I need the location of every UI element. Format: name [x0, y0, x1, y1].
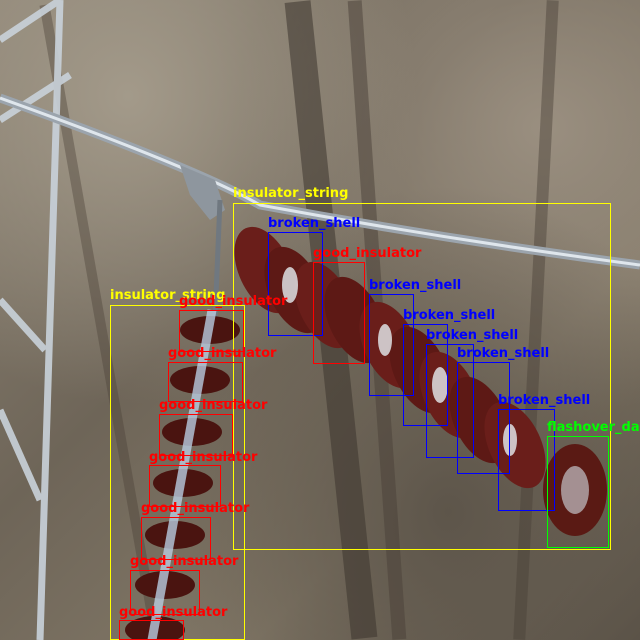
detection-box-broken-shell-6	[498, 409, 555, 511]
detection-label-good-insulator-6: good_insulator	[141, 501, 250, 516]
detection-label-broken-shell-2: broken_shell	[369, 278, 462, 293]
detection-label-good-insulator-3: good_insulator	[168, 346, 277, 361]
detection-label-good-insulator-1: good_insulator	[313, 246, 422, 261]
detection-box-good-insulator-5	[149, 465, 221, 507]
detection-label-insulator-string-1: insulator_string	[233, 186, 349, 201]
detection-box-insulator-string-1	[233, 203, 611, 550]
detection-box-good-insulator-6	[141, 517, 211, 560]
detection-box-broken-shell-5	[457, 362, 510, 474]
detection-box-good-insulator-4	[159, 414, 233, 456]
detection-label-good-insulator-8: good_insulator	[119, 605, 228, 620]
detection-box-good-insulator-7	[130, 570, 200, 615]
detection-box-good-insulator-3	[168, 362, 243, 402]
detection-label-broken-shell-1: broken_shell	[268, 216, 361, 231]
detection-label-broken-shell-6: broken_shell	[498, 393, 591, 408]
detection-label-good-insulator-5: good_insulator	[149, 450, 258, 465]
detection-label-broken-shell-5: broken_shell	[457, 346, 550, 361]
detection-box-good-insulator-2	[179, 310, 244, 352]
detection-box-flashover-damage	[547, 436, 609, 548]
detection-box-broken-shell-2	[369, 294, 414, 396]
detection-label-flashover-damage: flashover_da	[547, 420, 640, 435]
detection-box-good-insulator-8	[119, 620, 184, 640]
detection-box-broken-shell-4	[426, 344, 474, 458]
detection-label-good-insulator-7: good_insulator	[130, 554, 239, 569]
detection-label-good-insulator-2: good_insulator	[179, 294, 288, 309]
detection-box-good-insulator-1	[313, 262, 365, 364]
detection-label-good-insulator-4: good_insulator	[159, 398, 268, 413]
detection-label-broken-shell-3: broken_shell	[403, 308, 496, 323]
detection-label-insulator-string-2: insulator_string	[110, 288, 226, 303]
detection-label-broken-shell-4: broken_shell	[426, 328, 519, 343]
detection-box-broken-shell-1	[268, 232, 323, 336]
detection-box-broken-shell-3	[403, 324, 448, 426]
